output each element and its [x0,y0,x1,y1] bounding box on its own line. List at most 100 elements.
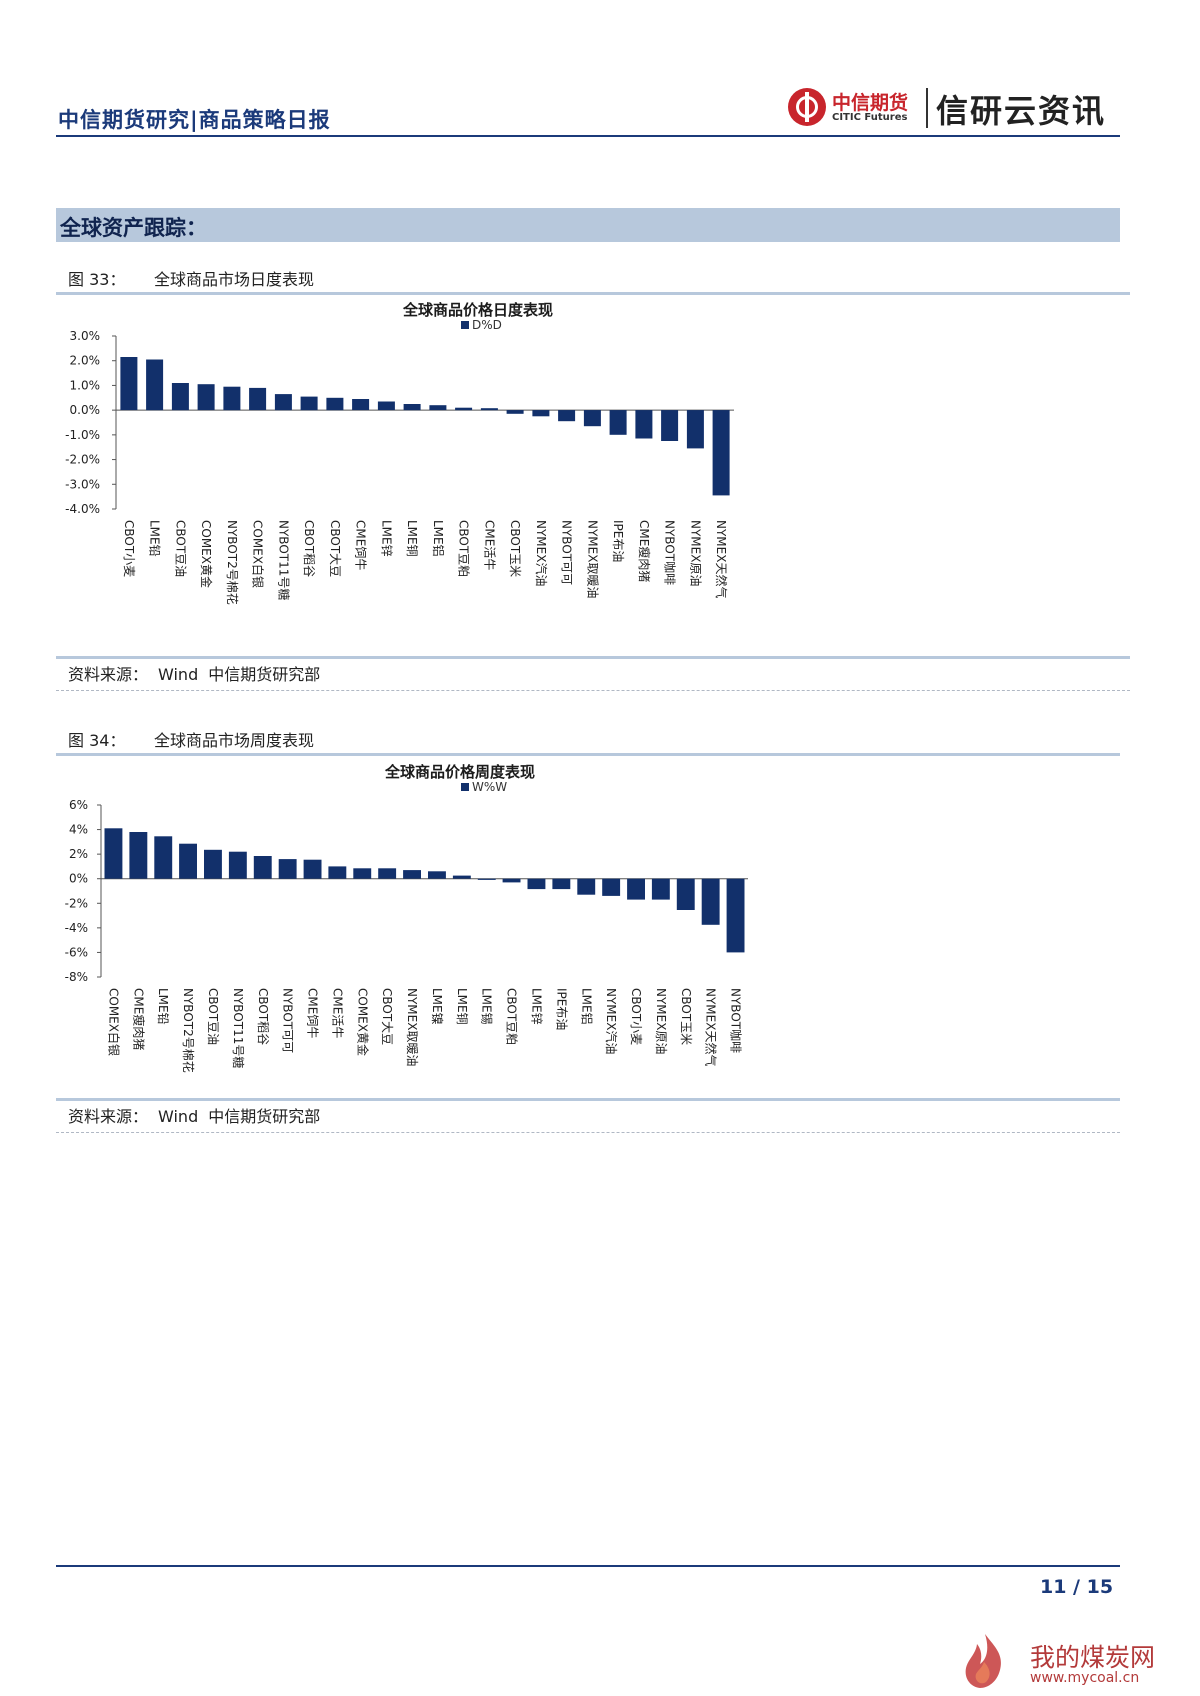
figure-caption: 图 34： 全球商品市场周度表现 [68,727,314,751]
bar [577,878,596,895]
bar [651,878,670,900]
bar [552,878,571,890]
section-title: 全球资产跟踪： [60,216,207,240]
y-tick-label: -2.0% [65,453,100,467]
figure-title: 全球商品市场周度表现 [154,731,315,750]
legend-label: W%W [472,780,507,794]
source-dept: 中信期货研究部 [208,665,321,684]
source-label: 资料来源： [68,1107,149,1126]
bar [686,410,704,449]
x-category-label: CBOT稻谷 [256,988,270,1045]
x-category-label: LME铅 [156,988,170,1025]
bar [228,851,247,879]
bar [661,410,679,441]
x-category-label: LME铝 [431,520,446,557]
bar [171,383,189,411]
x-category-label: NYMEX天然气 [714,520,729,598]
x-category-label: NYMEX取暖油 [405,988,419,1066]
chart-title: 全球商品价格日度表现 [402,301,553,319]
y-tick-label: 3.0% [70,329,101,343]
bar [635,410,653,439]
figure-bottom-rule [56,656,1130,659]
x-category-label: NYBOT2号棉花 [225,520,240,605]
figure-top-rule [56,292,1130,295]
bar [506,410,524,414]
bar [502,878,521,883]
source-wind: Wind [158,1107,199,1126]
x-category-label: CBOT豆粕 [457,520,472,577]
y-axis: 3.0% 2.0% 1.0% 0.0% -1.0% -2.0% -3.0% -4.0% [65,329,734,516]
brand-slogan: 信研云资讯 [936,92,1107,130]
footer-divider [56,1565,1120,1567]
x-category-label: COMEX白银 [106,988,121,1056]
figure-dashed-rule [56,1132,1120,1133]
x-category-label: COMEX黄金 [199,520,214,588]
bar [452,875,471,879]
bar [712,410,730,496]
x-category-label: CBOT小麦 [629,988,643,1045]
x-category-label: NYBOT11号糖 [231,988,246,1068]
y-tick-label: 2% [69,847,88,861]
bar [403,404,421,411]
bar [278,859,297,879]
bar [609,410,627,435]
figure-bottom-rule [56,1098,1120,1101]
x-category-label: LME锡 [480,988,495,1025]
flame-logo-icon [965,1634,1001,1688]
figure-number: 图 33： [68,270,126,289]
y-tick-label: -1.0% [65,428,100,442]
chart-title: 全球商品价格周度表现 [384,763,535,781]
bar [403,870,421,879]
section-header: 全球资产跟踪： [56,208,1120,242]
daily-chart-svg: 全球商品价格日度表现 D%D 3.0% 2.0% 1.0% 0.0% -1.0% -2.0… [65,301,734,605]
bar [627,878,645,900]
citic-logo-icon [788,88,826,126]
y-tick-label: -6% [65,945,88,959]
legend-swatch [461,783,469,791]
figure-number: 图 34： [68,731,126,750]
bar [602,878,621,896]
bar [179,843,197,879]
x-category-label: NYBOT可可 [281,988,295,1053]
x-category-label: CME活牛 [482,520,497,570]
x-category-label: CBOT玉米 [508,520,522,577]
x-category-label: CBOT大豆 [328,520,342,577]
x-category-label: LME铜 [405,520,420,557]
x-category-label: CME瘦肉猪 [131,988,146,1050]
brand-logo: 中信期货 CITIC Futures 信研云资讯 [788,84,1124,132]
figure-dashed-rule [56,690,1130,691]
bar [249,387,267,411]
x-category-label: CBOT豆油 [206,988,220,1045]
x-category-label: COMEX黄金 [355,988,370,1056]
bar [104,828,123,879]
x-category-label: LME铜 [455,988,470,1025]
x-category-label: NYMEX取暖油 [585,520,599,598]
y-tick-label: 2.0% [70,354,101,368]
legend-swatch [461,321,469,329]
bar [274,394,292,411]
x-category-label: LME铝 [579,988,594,1025]
y-tick-label: 0% [69,872,88,886]
bar [378,868,397,879]
x-category-label: CME瘦肉猪 [637,520,652,582]
page-number: 11 / 15 [1040,1576,1114,1598]
bar [303,859,322,879]
y-tick-label: -2% [65,896,88,910]
x-category-label: LME铅 [148,520,162,557]
x-category-label: CME活牛 [330,988,345,1038]
y-tick-label: -3.0% [65,477,100,491]
x-category-label: NYBOT11号糖 [276,520,291,600]
brand-name-cn: 中信期货 [832,92,909,114]
figure-caption: 图 33： 全球商品市场日度表现 [68,266,314,290]
bar [253,856,272,879]
daily-performance-chart: 全球商品价格日度表现 D%D 3.0% 2.0% 1.0% 0.0% -1.0% -2.0… [56,296,816,656]
bar [120,357,138,411]
bar [726,878,745,953]
weekly-performance-chart: 全球商品价格周度表现 W%W 6% 4% 2% 0% -2% -4% -6% -8% COME… [56,758,826,1096]
x-category-label: NYBOT可可 [560,520,574,585]
figure-source: 资料来源： Wind 中信期货研究部 [68,1103,330,1127]
bar [129,832,148,879]
bar [583,410,601,427]
bar [223,386,241,411]
x-category-label: IPE布油 [554,988,568,1030]
